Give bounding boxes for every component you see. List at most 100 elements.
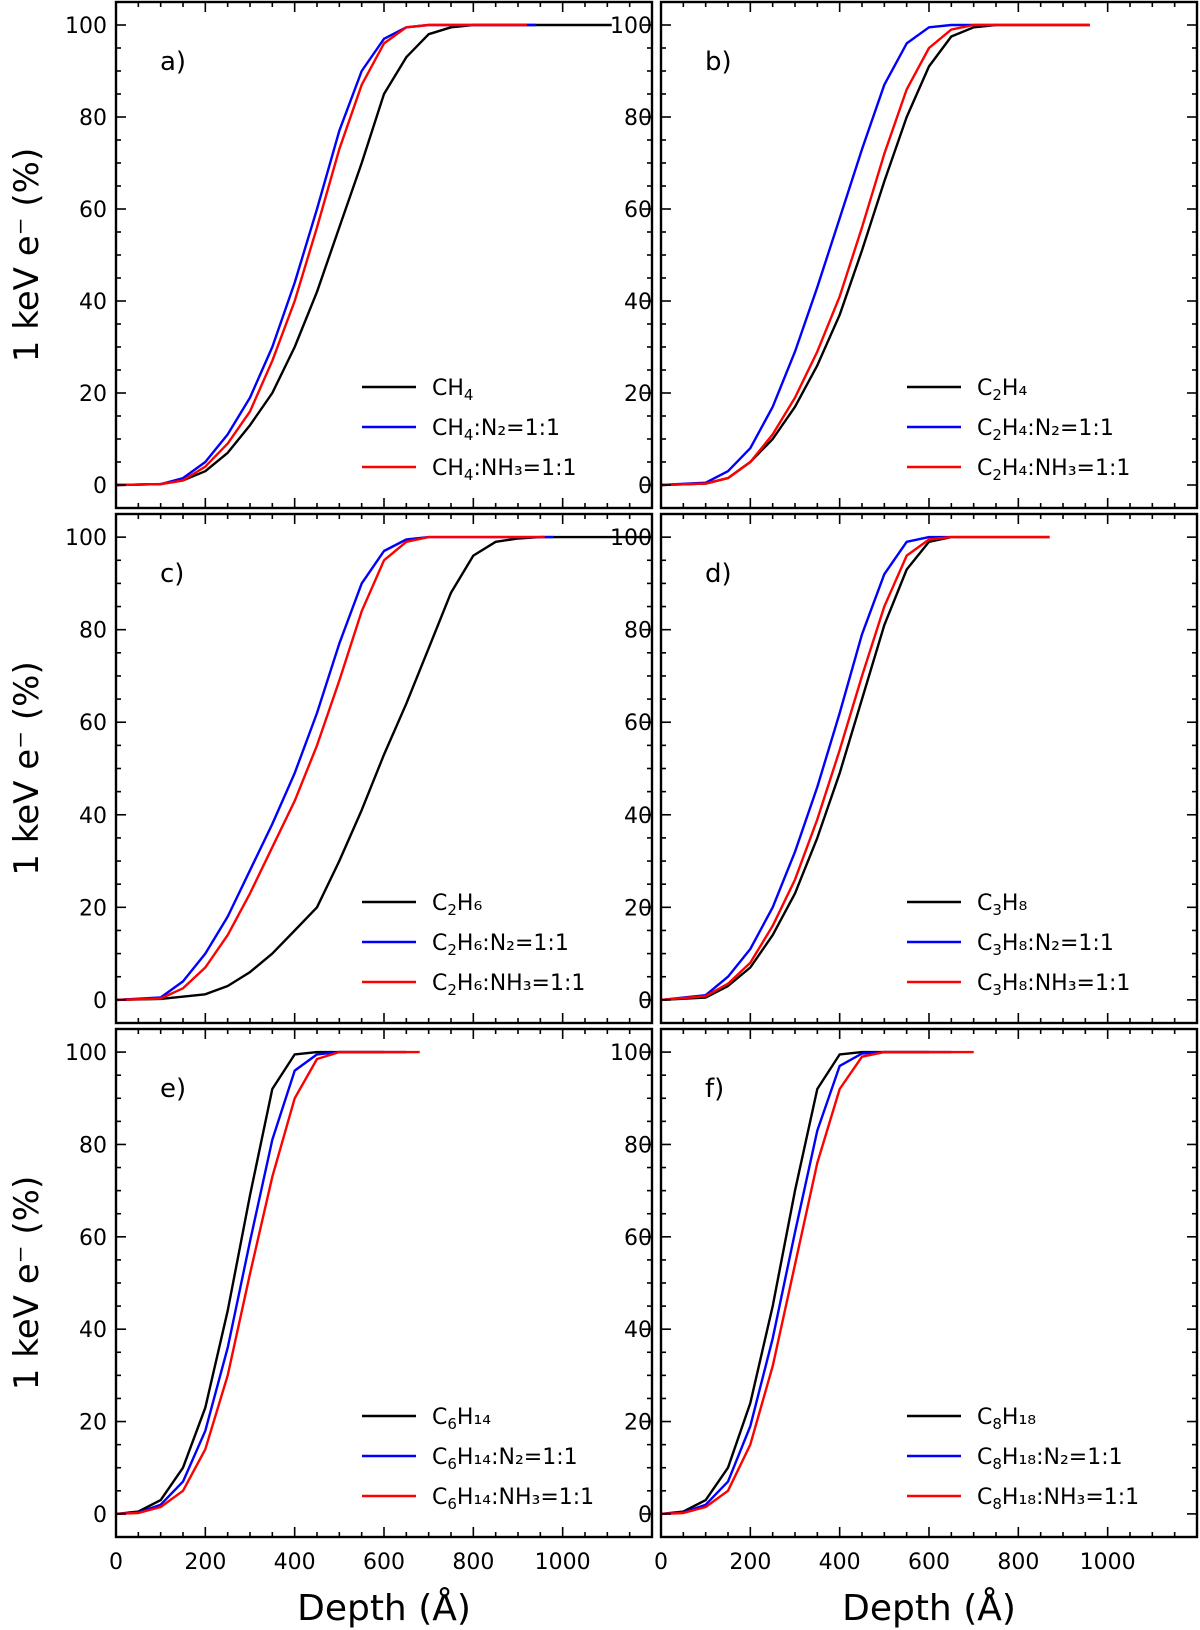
series-line-2	[115, 1050, 420, 1516]
legend: C3H₈ C3H₈:N₂=1:1 C3H₈:NH₃=1:1	[907, 891, 1130, 999]
x-tick-label: 0	[109, 1550, 123, 1575]
legend-label: CH4:N₂=1:1	[432, 416, 560, 444]
x-axis-label: Depth (Å)	[297, 1586, 471, 1629]
legend-label: C2H₆	[432, 891, 482, 919]
x-tick-label: 200	[184, 1550, 226, 1575]
y-tick-label: 20	[79, 1411, 107, 1436]
legend: C2H₄ C2H₄:N₂=1:1 C2H₄:NH₃=1:1	[907, 376, 1130, 484]
legend-label: C8H₁₈	[977, 1405, 1036, 1433]
y-tick-label: 60	[79, 711, 107, 736]
panel-label: a)	[160, 47, 186, 77]
legend-label: CH4:NH₃=1:1	[432, 456, 577, 484]
plot-frame	[114, 0, 654, 510]
plot-frame	[659, 0, 1199, 510]
series-line-2	[660, 23, 1090, 487]
series-line-2	[660, 1050, 974, 1516]
x-tick-label: 400	[274, 1550, 316, 1575]
legend-label: C6H₁₄:N₂=1:1	[432, 1445, 578, 1473]
y-tick-label: 100	[65, 1041, 107, 1066]
y-tick-label: 100	[610, 14, 652, 39]
y-tick-label: 60	[624, 711, 652, 736]
y-tick-label: 60	[79, 1226, 107, 1251]
legend-label: C2H₄:N₂=1:1	[977, 416, 1114, 444]
series-line-2	[660, 535, 1050, 1002]
y-tick-label: 100	[65, 14, 107, 39]
legend-label: CH4	[432, 376, 473, 404]
series-line-1	[660, 1050, 952, 1516]
y-tick-label: 80	[624, 1133, 652, 1158]
y-tick-label: 60	[79, 198, 107, 223]
y-tick-label: 80	[624, 106, 652, 131]
series-line-0	[115, 23, 612, 487]
y-tick-label: 20	[624, 896, 652, 921]
y-axis-label: 1 keV e⁻ (%)	[7, 1176, 47, 1390]
y-tick-label: 40	[79, 804, 107, 829]
y-axis-label: 1 keV e⁻ (%)	[7, 661, 47, 875]
x-tick-label: 0	[654, 1550, 668, 1575]
y-tick-label: 80	[79, 619, 107, 644]
legend-label: C3H₈:NH₃=1:1	[977, 971, 1130, 999]
legend-label: C2H₄	[977, 376, 1027, 404]
plot-frame	[659, 512, 1199, 1025]
legend-label: C3H₈:N₂=1:1	[977, 931, 1114, 959]
legend: C2H₆ C2H₆:N₂=1:1 C2H₆:NH₃=1:1	[362, 891, 585, 999]
x-tick-label: 800	[452, 1550, 494, 1575]
x-tick-label: 1000	[1080, 1550, 1136, 1575]
x-tick-label: 1000	[535, 1550, 591, 1575]
x-tick-label: 400	[819, 1550, 861, 1575]
y-tick-label: 40	[624, 1318, 652, 1343]
x-tick-label: 800	[997, 1550, 1039, 1575]
legend-label: C3H₈	[977, 891, 1027, 919]
series-line-0	[115, 535, 652, 1002]
y-tick-label: 0	[93, 989, 107, 1014]
y-tick-label: 40	[79, 1318, 107, 1343]
y-tick-label: 20	[624, 382, 652, 407]
y-tick-label: 40	[79, 290, 107, 315]
legend-label: C8H₁₈:N₂=1:1	[977, 1445, 1123, 1473]
panel-label: d)	[705, 559, 732, 589]
x-axis-label: Depth (Å)	[842, 1586, 1016, 1629]
x-tick-label: 200	[729, 1550, 771, 1575]
legend-label: C2H₆:N₂=1:1	[432, 931, 569, 959]
series-line-0	[115, 1050, 384, 1516]
panel-c: 0 20 40 60 80 100 1 keV e⁻ (%) c) C2H₆ C2H₆:N₂=1:…	[7, 512, 654, 1025]
y-tick-label: 80	[79, 106, 107, 131]
legend-label: C2H₆:NH₃=1:1	[432, 971, 585, 999]
y-tick-label: 0	[93, 1503, 107, 1528]
series-line-1	[660, 23, 996, 487]
y-tick-label: 80	[79, 1133, 107, 1158]
legend-label: C6H₁₄	[432, 1405, 491, 1433]
y-tick-label: 40	[624, 804, 652, 829]
y-tick-label: 40	[624, 290, 652, 315]
y-tick-label: 20	[624, 1411, 652, 1436]
panel-label: b)	[705, 47, 732, 77]
panel-d: 0 20 40 60 80 100 d) C3H₈ C3H₈:N₂=1:1 C3H₈:NH₃=1:…	[610, 512, 1199, 1025]
series-line-1	[660, 535, 952, 1002]
plot-frame	[114, 512, 654, 1025]
panel-label: e)	[160, 1074, 186, 1104]
x-tick-label: 600	[908, 1550, 950, 1575]
y-tick-label: 100	[610, 526, 652, 551]
x-tick-label: 600	[363, 1550, 405, 1575]
series-line-2	[115, 23, 527, 487]
series-line-1	[115, 1050, 407, 1516]
y-tick-label: 100	[65, 526, 107, 551]
y-tick-label: 0	[638, 1503, 652, 1528]
panel-label: f)	[705, 1074, 724, 1104]
y-tick-label: 20	[79, 382, 107, 407]
series-line-0	[660, 1050, 929, 1516]
y-tick-label: 0	[638, 989, 652, 1014]
y-tick-label: 60	[624, 1226, 652, 1251]
legend: CH4 CH4:N₂=1:1 CH4:NH₃=1:1	[362, 376, 577, 484]
y-tick-label: 60	[624, 198, 652, 223]
panel-b: 0 20 40 60 80 100 b) C2H₄ C2H₄:N₂=1:1 C2H₄:NH₃=1:…	[610, 0, 1199, 510]
y-tick-label: 20	[79, 896, 107, 921]
legend: C6H₁₄ C6H₁₄:N₂=1:1 C6H₁₄:NH₃=1:1	[362, 1405, 594, 1513]
series-line-2	[115, 535, 545, 1002]
y-tick-label: 0	[638, 474, 652, 499]
y-tick-label: 80	[624, 619, 652, 644]
